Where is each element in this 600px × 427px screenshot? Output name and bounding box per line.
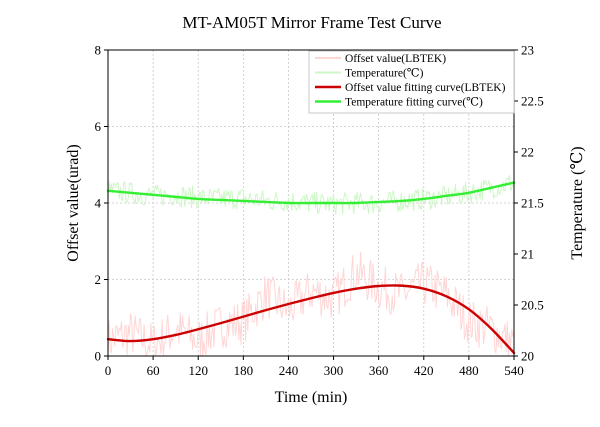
x-axis-title: Time (min) [275,389,348,406]
y2-axis-title: Temperature (℃) [569,146,586,259]
y2-tick-label: 20.5 [521,298,544,313]
y2-tick-label: 21 [521,247,534,262]
fit-series-group [106,181,516,355]
legend-label: Offset value fitting curve(LBTEK) [345,82,506,94]
legend-box [308,50,515,114]
series-line-fit-2 [106,284,516,355]
y2-tick-label: 23 [521,43,534,58]
x-tick-label: 0 [105,363,112,378]
series-line-raw-0 [107,251,515,357]
x-tick-label: 240 [279,363,299,378]
y-tick-label: 6 [95,119,102,134]
x-tick-label: 180 [234,363,254,378]
y-axis-title: Offset value(urad) [65,144,82,261]
x-axis-ticks: 0 60 120 180 240 300 360 420 480 540 [105,356,524,378]
y-axis-ticks: 0 2 4 6 8 [95,43,108,364]
chart-title: MT-AM05T Mirror Frame Test Curve [182,13,441,32]
y-tick-label: 4 [95,196,102,211]
x-tick-label: 300 [324,363,344,378]
y2-tick-label: 22.5 [521,94,544,109]
legend-label: Temperature fitting curve(℃) [345,97,483,109]
y-tick-label: 2 [95,272,102,287]
x-tick-label: 540 [504,363,524,378]
legend: Offset value(LBTEK) Temperature(℃) Offset … [308,50,515,114]
x-tick-label: 360 [369,363,389,378]
raw-series-group [107,174,515,357]
series-line-fit-3 [106,181,516,205]
legend-label: Offset value(LBTEK) [345,53,446,65]
y2-axis-ticks: 20 20.5 21 21.5 22 22.5 23 [514,43,544,364]
x-tick-label: 60 [147,363,160,378]
y2-tick-label: 21.5 [521,196,544,211]
y2-tick-label: 22 [521,145,534,160]
x-tick-label: 120 [188,363,208,378]
y-tick-label: 0 [95,349,102,364]
y2-tick-label: 20 [521,349,534,364]
y-tick-label: 8 [95,43,102,58]
legend-label: Temperature(℃) [345,68,424,80]
x-tick-label: 420 [414,363,434,378]
series-line-raw-1 [107,174,515,215]
x-tick-label: 480 [459,363,479,378]
